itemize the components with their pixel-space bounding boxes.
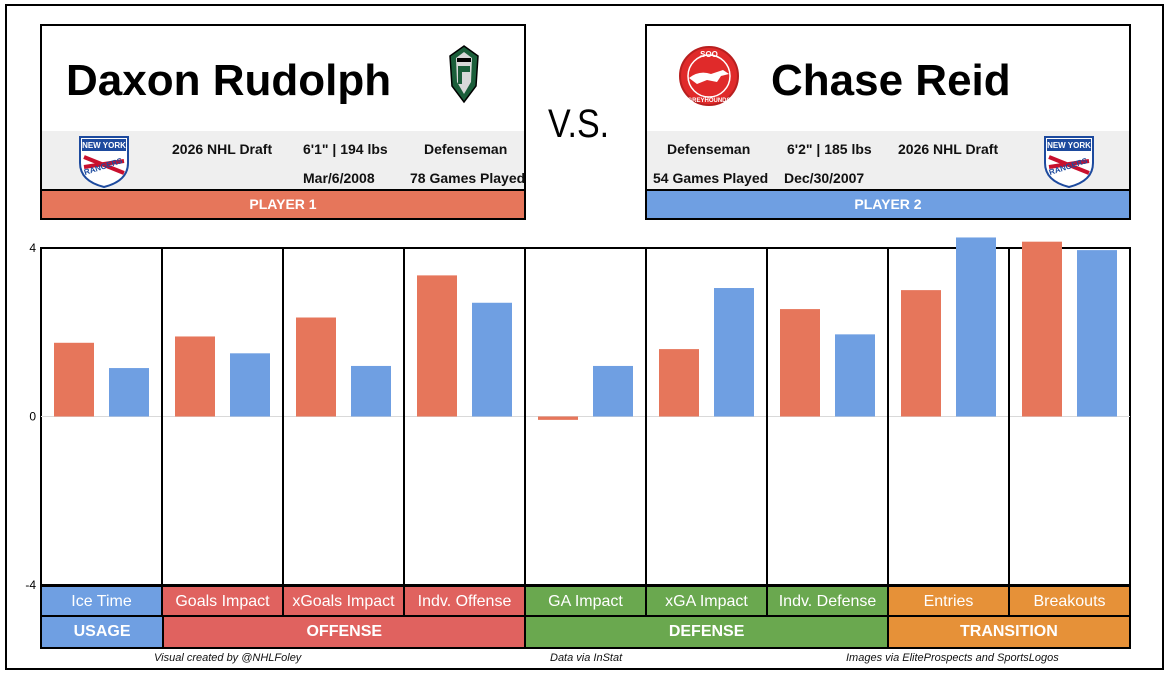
images-source-note: Images via EliteProspects and SportsLogo… [846, 652, 1059, 664]
player1-name: Daxon Rudolph [66, 56, 392, 105]
player2-position: Defenseman [667, 141, 751, 157]
category-label: Entries [887, 587, 1008, 615]
soo-greyhounds-icon: SOO GREYHOUNDS [679, 46, 739, 106]
bar-player1 [1022, 241, 1062, 417]
category-label: xGoals Impact [282, 587, 403, 615]
player1-draft: 2026 NHL Draft [172, 141, 273, 157]
category-label: Indv. Offense [403, 587, 524, 615]
bar-player1 [538, 416, 578, 420]
bar-player2 [956, 237, 996, 417]
y-tick-label: -4 [25, 578, 36, 592]
category-label-row: Ice Time Goals Impact xGoals Impact Indv. O… [40, 585, 1131, 617]
bar-player1 [901, 290, 941, 417]
svg-text:NEW YORK: NEW YORK [82, 141, 126, 150]
y-tick-label: 4 [29, 241, 36, 255]
player2-card: SOO GREYHOUNDS Chase Reid Defenseman 6'2… [645, 24, 1131, 220]
bar-player1 [296, 317, 336, 417]
player2-name: Chase Reid [771, 56, 1011, 105]
bar-player2 [593, 365, 633, 417]
category-label: xGA Impact [645, 587, 766, 615]
bar-player1 [417, 275, 457, 417]
pats-shield-icon [449, 45, 479, 104]
credit-note: Visual created by @NHLFoley [154, 652, 302, 664]
svg-text:GREYHOUNDS: GREYHOUNDS [687, 98, 730, 104]
player1-position: Defenseman [424, 141, 508, 157]
bar-player2 [230, 353, 270, 417]
player2-games: 54 Games Played [653, 170, 769, 186]
bar-player1 [175, 336, 215, 417]
player2-dob: Dec/30/2007 [784, 170, 865, 186]
category-label: GA Impact [524, 587, 645, 615]
player1-dob: Mar/6/2008 [303, 170, 375, 186]
bar-player2 [1077, 250, 1117, 417]
svg-text:NEW YORK: NEW YORK [1047, 141, 1091, 150]
bar-player2 [714, 288, 754, 417]
bar-player1 [54, 342, 94, 417]
rangers-logo: NEW YORK RANGERS [79, 136, 129, 189]
outer-frame [5, 4, 1164, 670]
group-label-row: USAGE OFFENSE DEFENSE TRANSITION [40, 617, 1131, 649]
player1-banner: PLAYER 1 [42, 189, 524, 218]
category-label: Goals Impact [161, 587, 282, 615]
data-source-note: Data via InStat [550, 652, 623, 664]
group-label: USAGE [42, 617, 163, 647]
bar-player1 [659, 349, 699, 417]
bar-player2 [835, 334, 875, 417]
player1-info: NEW YORK RANGERS 2026 NHL Draft 6'1" | 1… [42, 131, 526, 193]
vs-label: V.S. [548, 102, 610, 146]
category-label: Breakouts [1008, 587, 1129, 615]
y-tick-label: 0 [29, 410, 36, 424]
bar-player2 [472, 302, 512, 417]
rangers-logo: NEW YORK RANGERS [1044, 136, 1094, 189]
svg-text:SOO: SOO [700, 50, 718, 59]
player2-size: 6'2" | 185 lbs [787, 141, 872, 157]
player1-card: Daxon Rudolph NEW YORK RANGERS 2026 NHL … [40, 24, 526, 220]
category-label: Indv. Defense [766, 587, 887, 615]
player2-banner: PLAYER 2 [647, 189, 1129, 218]
bar-player2 [351, 365, 391, 417]
group-label: DEFENSE [524, 617, 887, 647]
bar-player2 [109, 368, 149, 417]
group-label: TRANSITION [886, 617, 1129, 647]
player1-games: 78 Games Played [410, 170, 526, 186]
group-label: OFFENSE [162, 617, 525, 647]
category-label: Ice Time [42, 587, 161, 615]
player2-info: Defenseman 6'2" | 185 lbs 2026 NHL Draft… [647, 131, 1129, 193]
player1-size: 6'1" | 194 lbs [303, 141, 388, 157]
bar-player1 [780, 309, 820, 417]
player2-draft: 2026 NHL Draft [898, 141, 999, 157]
